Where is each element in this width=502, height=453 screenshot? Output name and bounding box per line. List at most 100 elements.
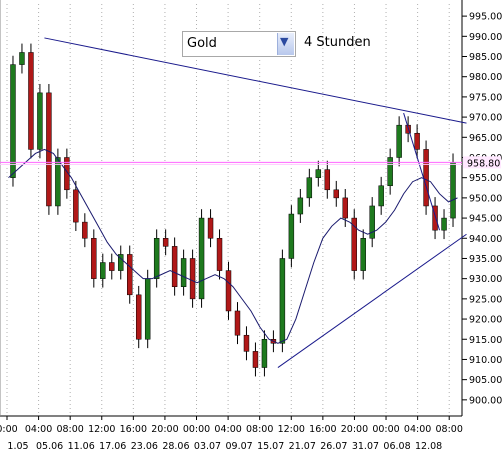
current-price-badge [463, 156, 501, 169]
x-date-label: 06.08 [383, 441, 410, 452]
candle-body [261, 339, 268, 368]
x-time-label: 16:00 [309, 424, 336, 435]
x-date-label: 03.07 [194, 441, 221, 452]
x-time-label: 0:00 [0, 424, 18, 435]
candle-body [216, 238, 223, 271]
candle-body [225, 270, 232, 312]
timeframe-label[interactable]: 4 Stunden [304, 35, 371, 50]
candle-body [369, 205, 375, 239]
candle-body [144, 278, 151, 340]
x-time-label: 12:00 [88, 424, 115, 435]
y-tick-label: 920.00 [469, 315, 502, 326]
current-price-label: 958.80 [467, 158, 500, 169]
y-tick-label: 945.00 [469, 214, 502, 225]
candle-body [396, 124, 402, 158]
candle-body [118, 254, 124, 271]
candle-body [127, 254, 133, 296]
candle-body [279, 258, 286, 344]
candle-body [441, 217, 447, 231]
trendline [44, 37, 467, 124]
candle-body [100, 262, 106, 279]
candle-body [180, 258, 187, 287]
x-date-label: 09.07 [226, 441, 253, 452]
candle-body [37, 92, 43, 150]
x-date-label: 05.06 [36, 441, 63, 452]
x-date-label: 26.07 [320, 441, 347, 452]
x-time-label: 04:00 [25, 424, 52, 435]
moving-average-line [8, 148, 458, 344]
trendline [277, 233, 467, 368]
candle-body [360, 238, 366, 271]
x-date-label: 15.07 [257, 441, 284, 452]
candle-body [109, 262, 115, 271]
x-time-label: 20:00 [151, 424, 178, 435]
y-tick-label: 910.00 [469, 355, 502, 366]
candle-body [351, 217, 357, 271]
candle-body [82, 221, 88, 239]
candle-body [288, 213, 295, 259]
candle-body [423, 149, 429, 207]
y-tick-label: 965.00 [469, 133, 502, 144]
x-date-label: 21.07 [289, 441, 316, 452]
candle-body [153, 238, 160, 279]
candle-body [73, 189, 79, 223]
candle-body [55, 157, 61, 207]
candle-body [450, 162, 456, 219]
candle-body [414, 133, 420, 150]
y-tick-label: 900.00 [469, 395, 502, 406]
dropdown-button[interactable]: ▼ [277, 33, 294, 55]
candle-body [189, 258, 196, 300]
y-tick-label: 915.00 [469, 335, 502, 346]
candle-body [432, 205, 438, 231]
instrument-select[interactable]: Gold ▼ [182, 31, 296, 57]
candle-body [387, 157, 393, 187]
candle-body [19, 52, 25, 65]
x-time-label: 20:00 [341, 424, 368, 435]
x-date-label: 11.06 [68, 441, 95, 452]
y-tick-label: 955.00 [469, 173, 502, 184]
x-time-label: 00:00 [372, 424, 399, 435]
x-time-label: 00:00 [183, 424, 210, 435]
x-time-label: 08:00 [246, 424, 273, 435]
x-date-label: 28.06 [162, 441, 189, 452]
x-time-label: 12:00 [278, 424, 305, 435]
candle-body [64, 157, 70, 191]
x-date-label: 17.06 [99, 441, 126, 452]
x-date-label: 1.05 [7, 441, 28, 452]
y-tick-label: 925.00 [469, 294, 502, 305]
x-date-label: 31.07 [352, 441, 379, 452]
y-tick-label: 995.00 [469, 12, 502, 23]
candle-body [315, 169, 322, 178]
y-tick-label: 970.00 [469, 113, 502, 124]
y-tick-label: 950.00 [469, 193, 502, 204]
candle-body [243, 334, 250, 352]
candle-body [342, 197, 348, 219]
candle-body [91, 238, 97, 279]
x-time-label: 04:00 [404, 424, 431, 435]
y-tick-label: 935.00 [469, 254, 502, 265]
candle-body [333, 189, 339, 199]
y-tick-label: 975.00 [469, 92, 502, 103]
candle-body [297, 197, 304, 215]
candle-body [10, 64, 16, 178]
chevron-down-icon: ▼ [280, 35, 289, 48]
y-tick-label: 930.00 [469, 274, 502, 285]
candle-body [378, 185, 384, 207]
y-tick-label: 985.00 [469, 52, 502, 63]
candle-body [234, 310, 241, 336]
candle-body [135, 294, 142, 340]
candle-body [252, 351, 259, 368]
x-time-label: 08:00 [436, 424, 463, 435]
instrument-select-value: Gold [187, 36, 217, 51]
trendline [403, 112, 441, 231]
candle-body [171, 246, 178, 287]
x-date-label: 23.06 [131, 441, 158, 452]
y-tick-label: 940.00 [469, 234, 502, 245]
candle-body [306, 177, 313, 199]
candle-body [207, 217, 214, 239]
candle-body [198, 217, 205, 300]
y-tick-label: 905.00 [469, 375, 502, 386]
candle-body [46, 92, 52, 207]
candle-body [162, 238, 169, 247]
